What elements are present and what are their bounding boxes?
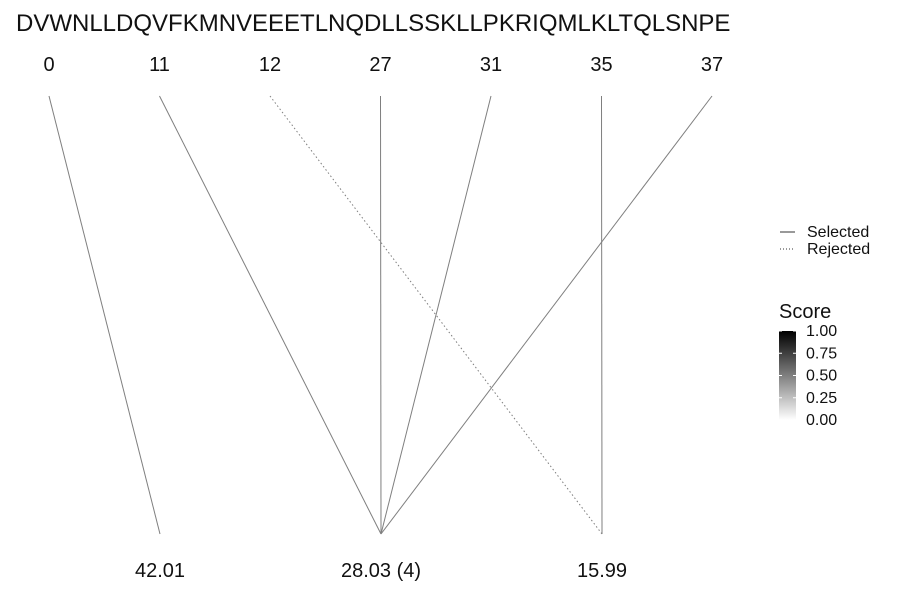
colorbar-tick-label: 0.00 (806, 412, 837, 429)
legend-label-rejected: Rejected (807, 241, 870, 258)
position-label: 35 (590, 54, 612, 76)
position-label: 11 (149, 54, 170, 76)
position-labels: 0 11 12 27 31 35 37 (43, 54, 723, 76)
position-label: 0 (43, 54, 54, 76)
link-line-37-selected (380, 95, 713, 535)
colorbar-tick-label: 0.25 (806, 390, 837, 407)
score-labels: 42.01 28.03 (4) 15.99 (135, 560, 627, 582)
link-lines (48, 95, 713, 535)
link-line-35-selected (601, 95, 603, 535)
position-label: 12 (259, 54, 281, 76)
score-label: 42.01 (135, 560, 185, 582)
score-legend-title: Score (779, 301, 831, 323)
link-line-0-selected (48, 95, 161, 535)
link-line-11-selected (159, 95, 382, 535)
legend-label-selected: Selected (807, 224, 869, 241)
score-label: 28.03 (4) (341, 560, 421, 582)
link-line-31-selected (380, 95, 492, 535)
position-label: 27 (369, 54, 391, 76)
position-label: 37 (701, 54, 723, 76)
colorbar-tick-label: 0.50 (806, 368, 837, 385)
position-label: 31 (480, 54, 502, 76)
score-label: 15.99 (577, 560, 627, 582)
sequence-title: DVWNLLDQVFKMNVEEETLNQDLLSSKLLPKRIQMLKLTQ… (16, 10, 730, 37)
score-colorbar (779, 331, 796, 420)
colorbar-tick-label: 0.75 (806, 345, 837, 362)
colorbar-tick-label: 1.00 (806, 323, 837, 340)
link-line-27-selected (380, 95, 382, 535)
